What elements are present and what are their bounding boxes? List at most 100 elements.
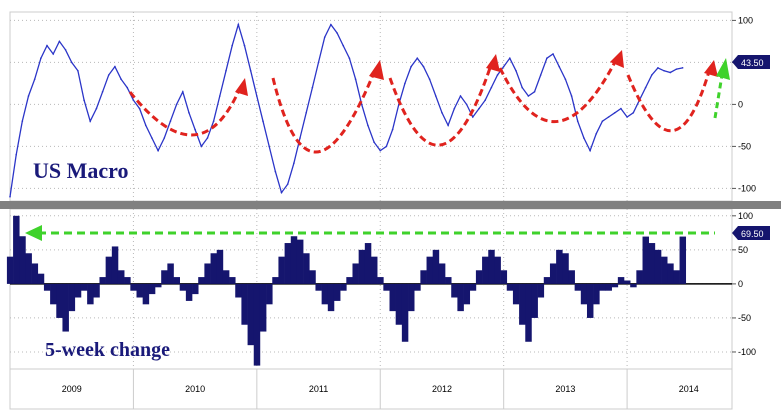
five-week-change-bar [445,277,452,284]
us-macro-point [175,103,178,106]
us-macro-point [472,116,474,118]
five-week-change-bar [630,283,637,288]
green-horizontal-arrow [25,225,715,241]
five-week-change-bar [648,243,656,284]
five-week-change-bar [475,270,483,284]
five-week-change-bar [142,283,150,305]
five-week-change-bar [284,243,292,284]
us-macro-point [626,116,628,118]
top-y-tick-label: 0 [738,99,743,109]
five-week-change-bar [457,283,464,312]
five-week-change-bar [340,283,347,291]
us-macro-point [293,162,295,164]
us-macro-point [379,149,382,152]
five-week-change-bar [229,277,236,284]
bottom-y-tick-label: 0 [738,279,743,289]
us-macro-point [9,196,11,198]
five-week-change-bar [43,283,51,291]
five-week-change-bar [272,277,279,284]
five-week-change-bar [463,283,471,305]
five-week-change-bar [543,277,551,284]
five-week-change-bar [519,283,526,325]
five-week-change-bar [105,256,113,284]
us-macro-point [163,137,166,139]
us-macro-point [620,107,622,110]
five-week-change-bar [210,253,218,284]
red-arrowhead-4 [610,50,624,68]
us-macro-point [200,145,203,148]
five-week-change-bar [253,283,261,366]
us-macro-point [496,74,499,76]
five-week-change-bar [303,253,310,284]
us-macro-point [237,23,240,26]
us-macro-point [27,95,30,97]
green-up-arrowhead [716,58,730,80]
five-week-change-bar [50,283,57,305]
us-macro-point [373,141,375,143]
us-macro-point [243,44,246,47]
us-macro-point [453,107,456,110]
five-week-change-bar [512,283,520,305]
us-macro-point [46,44,48,47]
five-week-change-bar [346,277,353,284]
five-week-change-bar [173,277,181,284]
us-macro-point [89,120,92,122]
us-macro-point [311,86,314,89]
five-week-change-bar [13,215,20,284]
us-macro-point [64,49,67,51]
red-cycle-arrow-1 [128,87,242,137]
five-week-change-bar [333,283,341,301]
us-macro-point [188,112,190,114]
top-flag-background [732,55,770,69]
us-macro-point [58,40,61,43]
us-macro-point [576,120,579,122]
us-macro-point [286,183,289,185]
five-week-change-bar [586,283,594,318]
five-week-change-bars [6,215,687,366]
five-week-change-bar [198,277,205,284]
us-macro-point [52,53,54,55]
us-macro-point [484,99,486,101]
five-week-change-bar [679,236,687,284]
us-macro-point [478,107,480,110]
red-cycle-arrow-2 [271,69,377,154]
bottom-panel-title: 5-week change [45,339,170,361]
five-week-change-bar [259,283,267,332]
bottom-y-tick-label: -50 [738,313,751,323]
us-macro-line [9,22,683,197]
us-macro-point [533,91,536,93]
us-macro-point [83,99,85,101]
us-macro-point [317,61,320,64]
bottom-y-axis-ticks: 100 50 0 -50 -100 [732,211,756,357]
us-macro-point [132,99,135,101]
us-macro-point [138,107,141,110]
us-macro-point [33,78,36,80]
five-week-change-bar [667,263,674,284]
panel-divider [0,201,781,209]
five-week-change-bar [537,283,545,298]
us-macro-point [564,78,567,80]
top-gridlines [10,12,732,201]
x-year-label: 2014 [679,384,699,394]
five-week-change-bar [37,273,45,284]
five-week-change-bar [161,270,168,284]
five-week-change-bar [87,283,94,305]
five-week-change-bar [420,270,427,284]
five-week-change-bar [124,277,131,284]
us-macro-point [342,44,345,47]
five-week-change-bar [469,283,477,291]
five-week-change-bar [568,270,575,284]
us-macro-point [570,95,573,97]
five-week-change-bar [247,283,255,346]
five-week-change-bar [290,236,298,284]
us-macro-point [441,112,443,114]
us-macro-point [40,57,42,59]
us-macro-point [151,137,153,139]
top-flag-label: 43.50 [741,58,764,68]
us-macro-point [595,133,598,135]
us-macro-point [126,86,129,89]
top-y-tick-label: -100 [738,183,756,193]
us-macro-point [428,78,431,80]
five-week-change-bar [371,256,378,284]
us-macro-point [416,57,419,59]
